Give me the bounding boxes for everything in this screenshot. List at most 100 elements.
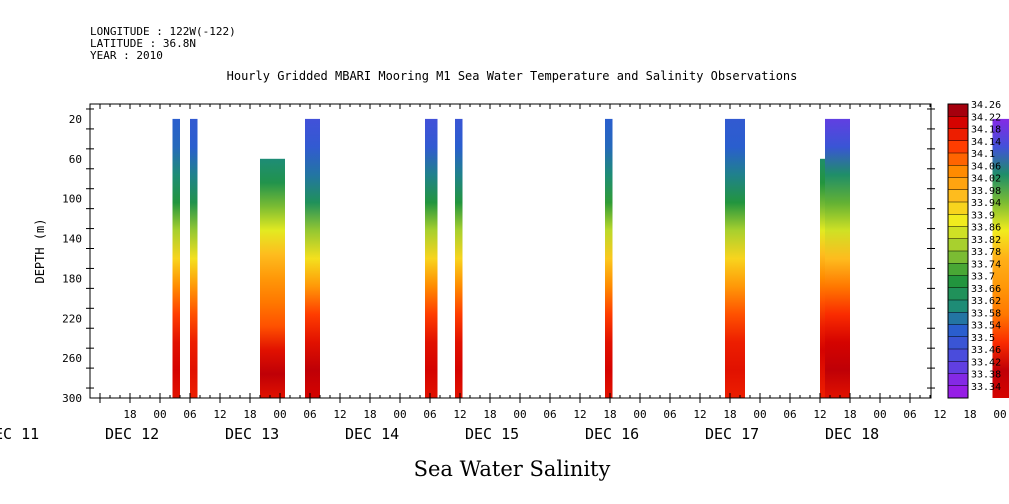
y-tick-label: 180 xyxy=(62,272,82,285)
x-day-label: DEC 15 xyxy=(465,425,519,443)
x-tick-label: 12 xyxy=(333,408,346,421)
y-tick-label: 20 xyxy=(69,113,82,126)
colorbar-cell xyxy=(948,116,968,129)
colorbar-label: 33.82 xyxy=(971,235,1001,246)
x-tick-label: 18 xyxy=(603,408,616,421)
colorbar-cell xyxy=(948,312,968,325)
x-axis-label: Sea Water Salinity xyxy=(414,457,611,481)
colorbar: 34.2634.2234.1834.1434.134.0634.0233.983… xyxy=(947,100,1001,399)
y-tick-label: 260 xyxy=(62,352,82,365)
profile-bar xyxy=(992,118,1009,399)
colorbar-cell xyxy=(948,275,968,289)
y-tick-label: 220 xyxy=(62,312,82,325)
x-tick-label: 06 xyxy=(183,408,196,421)
colorbar-cell xyxy=(948,202,968,215)
x-tick-label: 00 xyxy=(873,408,886,421)
profile-bar xyxy=(260,158,285,398)
profile-bar xyxy=(305,118,320,399)
x-tick-label: 00 xyxy=(513,408,526,421)
x-tick-label: 18 xyxy=(963,408,976,421)
y-tick-label: 100 xyxy=(62,193,82,206)
x-tick-label: 12 xyxy=(573,408,586,421)
colorbar-cell xyxy=(948,177,968,191)
salinity-profiles xyxy=(172,118,1009,399)
y-tick-label: 140 xyxy=(62,233,82,246)
colorbar-label: 34.22 xyxy=(971,112,1001,123)
x-tick-label: 18 xyxy=(843,408,856,421)
colorbar-cell xyxy=(948,153,968,166)
x-tick-label: 06 xyxy=(903,408,916,421)
profile-bar xyxy=(825,118,850,399)
x-tick-label: 12 xyxy=(213,408,226,421)
colorbar-label: 34.18 xyxy=(971,125,1001,136)
profile-bar xyxy=(605,118,613,399)
colorbar-cell xyxy=(948,263,968,276)
x-day-label: DEC 17 xyxy=(705,425,759,443)
colorbar-label: 33.74 xyxy=(971,259,1001,270)
colorbar-label: 34.26 xyxy=(971,100,1001,111)
profile-bar xyxy=(820,158,825,398)
colorbar-cell xyxy=(948,385,968,399)
x-tick-label: 12 xyxy=(933,408,946,421)
x-tick-label: 00 xyxy=(393,408,406,421)
y-axis-label: DEPTH (m) xyxy=(33,218,47,283)
colorbar-cell xyxy=(948,189,968,203)
x-tick-label: 06 xyxy=(543,408,556,421)
x-tick-label: 18 xyxy=(243,408,256,421)
x-day-label: DEC 14 xyxy=(345,425,399,443)
colorbar-label: 33.42 xyxy=(971,357,1001,368)
colorbar-label: 33.46 xyxy=(971,345,1001,356)
colorbar-label: 33.7 xyxy=(971,272,995,283)
colorbar-cell xyxy=(948,349,968,362)
colorbar-cell xyxy=(948,214,968,227)
y-axis: 20 60 100 140 180 220 260 300 xyxy=(62,108,935,405)
x-tick-label: 06 xyxy=(303,408,316,421)
colorbar-cell xyxy=(948,226,968,240)
colorbar-label: 34.02 xyxy=(971,174,1001,185)
year-label: YEAR : 2010 xyxy=(90,49,163,62)
x-day-label: DEC 18 xyxy=(825,425,879,443)
profile-bar xyxy=(172,118,180,399)
x-tick-label: 12 xyxy=(453,408,466,421)
colorbar-label: 33.54 xyxy=(971,321,1001,332)
colorbar-label: 33.34 xyxy=(971,382,1001,393)
colorbar-cell xyxy=(948,140,968,154)
x-tick-label: 00 xyxy=(993,408,1006,421)
x-tick-label: 12 xyxy=(813,408,826,421)
colorbar-label: 33.78 xyxy=(971,247,1001,258)
x-tick-label: 00 xyxy=(273,408,286,421)
y-tick-label: 300 xyxy=(62,392,82,405)
colorbar-cell xyxy=(948,373,968,387)
x-tick-label: 12 xyxy=(693,408,706,421)
colorbar-cell xyxy=(948,361,968,374)
x-axis: 18 00 06 12 18 00 06 12 18 00 06 12 18 00 06 12 18 00 06 12… xyxy=(0,104,1007,443)
x-tick-label: 00 xyxy=(633,408,646,421)
colorbar-cell xyxy=(948,324,968,338)
colorbar-cell xyxy=(948,251,968,264)
colorbar-cell xyxy=(948,336,968,350)
plot-frame xyxy=(89,103,932,399)
profile-bar xyxy=(190,118,198,399)
x-tick-label: 00 xyxy=(153,408,166,421)
x-tick-label: 06 xyxy=(423,408,436,421)
colorbar-label: 34.1 xyxy=(971,149,995,160)
colorbar-label: 33.5 xyxy=(971,333,995,344)
colorbar-label: 33.86 xyxy=(971,223,1001,234)
colorbar-cell xyxy=(948,287,968,301)
x-tick-label: 00 xyxy=(753,408,766,421)
colorbar-label: 33.62 xyxy=(971,296,1001,307)
latitude-label: LATITUDE : 36.8N xyxy=(90,37,196,50)
colorbar-label: 33.9 xyxy=(971,210,995,221)
colorbar-label: 33.66 xyxy=(971,284,1001,295)
x-tick-label: 18 xyxy=(723,408,736,421)
colorbar-label: 34.14 xyxy=(971,137,1001,148)
x-day-label: DEC 11 xyxy=(0,425,39,443)
x-day-label: DEC 12 xyxy=(105,425,159,443)
x-tick-label: 06 xyxy=(783,408,796,421)
longitude-label: LONGITUDE : 122W(-122) xyxy=(90,25,236,38)
profile-bar xyxy=(425,118,438,399)
colorbar-cell xyxy=(948,165,968,178)
colorbar-cell xyxy=(948,238,968,252)
profile-bar xyxy=(725,118,745,399)
